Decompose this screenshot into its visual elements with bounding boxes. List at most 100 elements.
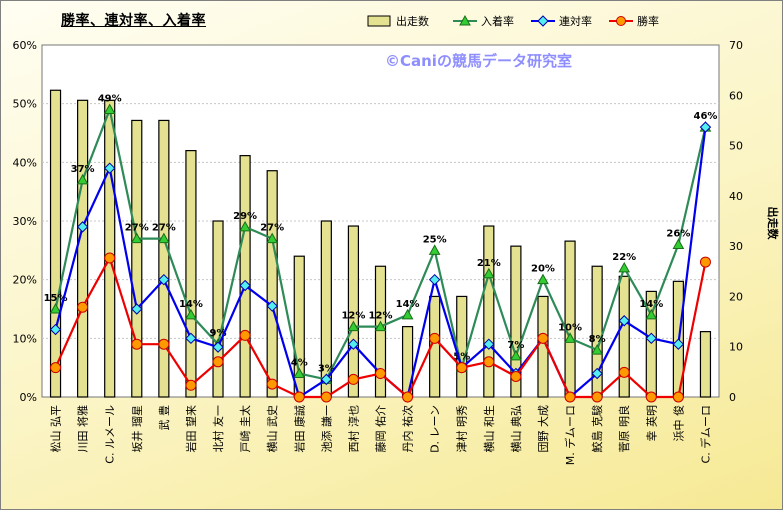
- data-label: 49%: [98, 94, 122, 105]
- y-left-tick-label: 30%: [13, 215, 37, 228]
- point-mark: [131, 303, 143, 315]
- point-mark: [618, 315, 630, 327]
- data-label: 27%: [260, 223, 284, 234]
- point-mark: [347, 320, 360, 332]
- x-category-label: 幸 英明: [644, 405, 658, 442]
- point-mark: [537, 332, 549, 344]
- point-mark: [591, 367, 603, 380]
- point-mark: [428, 273, 441, 286]
- watermark: ©Caniの競馬データ研究室: [385, 52, 572, 70]
- data-label: 27%: [125, 223, 149, 234]
- x-category-label: 横山 武史: [265, 405, 279, 453]
- chart-title: 勝率、連対率、入着率: [61, 13, 206, 29]
- point-mark: [239, 329, 251, 341]
- point-mark: [266, 232, 279, 244]
- x-category-label: 菅原 明良: [617, 405, 631, 453]
- bar-mark: [347, 225, 360, 398]
- point-mark: [104, 252, 116, 264]
- x-category-label: 丹内 祐次: [401, 405, 415, 453]
- bar-mark: [510, 245, 522, 398]
- point-mark: [645, 391, 657, 403]
- point-mark: [320, 391, 332, 403]
- data-label: 8%: [589, 334, 606, 345]
- bar-mark: [699, 331, 712, 398]
- y-right-tick-label: 0: [729, 391, 736, 404]
- point-mark: [428, 244, 441, 255]
- data-label: 26%: [666, 228, 690, 239]
- point-mark: [347, 338, 360, 350]
- point-mark: [320, 373, 333, 386]
- point-mark: [212, 341, 224, 353]
- bar-mark: [564, 240, 576, 398]
- point-mark: [103, 162, 116, 174]
- bar-mark: [374, 265, 387, 398]
- point-mark: [239, 279, 251, 292]
- point-mark: [483, 356, 495, 368]
- bar-mark: [212, 220, 224, 398]
- point-mark: [76, 173, 89, 185]
- point-mark: [293, 391, 305, 403]
- legend-marker: [616, 16, 626, 26]
- x-category-label: C. ルメール: [104, 405, 117, 464]
- bar-mark: [239, 155, 251, 398]
- point-mark: [77, 301, 89, 313]
- y-left-tick-label: 50%: [13, 98, 37, 111]
- bar-mark: [104, 99, 116, 398]
- bar-mark: [185, 150, 197, 398]
- point-mark: [266, 378, 278, 390]
- data-label: 25%: [423, 234, 447, 245]
- point-mark: [510, 349, 522, 361]
- point-mark: [131, 338, 143, 350]
- y-right-tick-label: 30: [729, 240, 743, 253]
- x-category-label: 横山 典弘: [509, 405, 523, 453]
- point-mark: [672, 238, 685, 249]
- point-mark: [375, 368, 386, 380]
- x-category-label: C. デムーロ: [698, 405, 712, 463]
- point-mark: [510, 370, 522, 382]
- x-category-label: 池添 謙一: [319, 405, 333, 453]
- data-label: 14%: [639, 299, 663, 310]
- data-label: 12%: [341, 311, 365, 322]
- data-label: 5%: [453, 352, 470, 363]
- data-label: 22%: [612, 252, 636, 263]
- data-label: 9%: [210, 328, 227, 339]
- point-mark: [374, 320, 387, 332]
- point-mark: [158, 273, 170, 286]
- data-label: 46%: [693, 111, 717, 122]
- y-left-tick-label: 0%: [20, 391, 37, 404]
- point-mark: [158, 338, 170, 350]
- x-category-label: 松山 弘平: [49, 405, 63, 453]
- point-mark: [618, 366, 630, 378]
- x-category-label: 鮫島 克駿: [590, 405, 604, 453]
- x-category-label: 戸崎 圭太: [238, 405, 252, 453]
- y-right-tick-label: 20: [729, 290, 743, 303]
- point-mark: [49, 302, 62, 314]
- legend-label: 入着率: [481, 14, 514, 28]
- data-label: 10%: [558, 322, 582, 333]
- y-left-tick-label: 10%: [13, 332, 37, 345]
- point-mark: [266, 300, 278, 312]
- point-mark: [76, 221, 89, 233]
- point-mark: [672, 338, 685, 350]
- bar-mark: [77, 99, 89, 398]
- y-left-tick-label: 60%: [13, 39, 37, 52]
- x-category-label: 浜中 俊: [671, 405, 685, 442]
- point-mark: [429, 332, 441, 344]
- point-mark: [645, 332, 658, 345]
- legend-swatch: [367, 15, 391, 27]
- bar-mark: [483, 225, 495, 398]
- x-category-label: 岩田 康誠: [292, 405, 306, 453]
- point-mark: [618, 261, 631, 273]
- y-left-tick-label: 40%: [13, 156, 37, 169]
- data-label: 15%: [44, 293, 68, 304]
- x-category-label: 横山 和生: [482, 405, 496, 453]
- legend-marker: [459, 14, 471, 26]
- point-mark: [50, 362, 62, 374]
- y-right-tick-label: 40: [729, 190, 743, 203]
- data-label: 14%: [179, 299, 203, 310]
- bar-mark: [618, 275, 630, 398]
- point-mark: [185, 308, 197, 320]
- data-label: 7%: [507, 340, 524, 351]
- data-label: 37%: [71, 164, 95, 175]
- x-category-label: 藤岡 佑介: [374, 405, 388, 453]
